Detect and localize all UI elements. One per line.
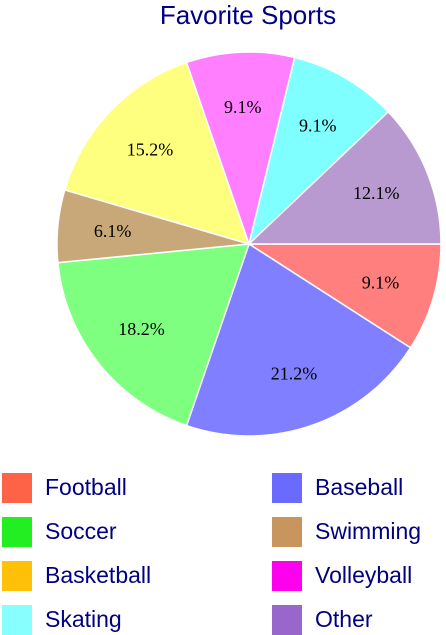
pie-chart: 9.1% 21.2% 18.2% 6.1% 15.2% 9.1% 9.1% 12.1% — [56, 51, 442, 437]
legend-label: Other — [315, 606, 373, 632]
chart-title: Favorite Sports — [159, 0, 337, 30]
slice-label-volleyball: 9.1% — [224, 97, 262, 117]
slice-label-soccer: 18.2% — [118, 319, 165, 339]
legend-label: Football — [45, 474, 127, 500]
legend-label: Baseball — [315, 474, 404, 500]
legend-label: Soccer — [45, 518, 117, 544]
legend-swatch — [272, 517, 302, 547]
legend-swatch — [272, 605, 302, 635]
legend-swatch — [2, 605, 32, 635]
legend-swatch — [272, 561, 302, 591]
legend-label: Basketball — [45, 562, 152, 588]
slice-label-baseball: 21.2% — [271, 363, 318, 383]
legend-swatch — [2, 517, 32, 547]
slice-label-skating: 9.1% — [299, 115, 337, 135]
slice-label-basketball: 15.2% — [127, 139, 174, 159]
slice-label-swimming: 6.1% — [94, 221, 132, 241]
legend-label: Volleyball — [315, 562, 413, 588]
legend-swatch — [2, 561, 32, 591]
legend-label: Skating — [45, 606, 122, 632]
pie-slice-basketball — [63, 61, 251, 246]
pie-slice-other — [247, 110, 442, 245]
legend-label: Swimming — [315, 518, 422, 544]
pie-slice-soccer — [57, 243, 251, 427]
legend-swatch — [2, 473, 32, 503]
legend-swatch — [272, 473, 302, 503]
pie-slice-football — [246, 243, 442, 349]
pie-slice-volleyball — [185, 51, 296, 247]
pie-slice-baseball — [185, 242, 412, 437]
pie-slice-skating — [247, 56, 390, 247]
slice-label-other: 12.1% — [353, 183, 400, 203]
slice-label-football: 9.1% — [362, 273, 400, 293]
